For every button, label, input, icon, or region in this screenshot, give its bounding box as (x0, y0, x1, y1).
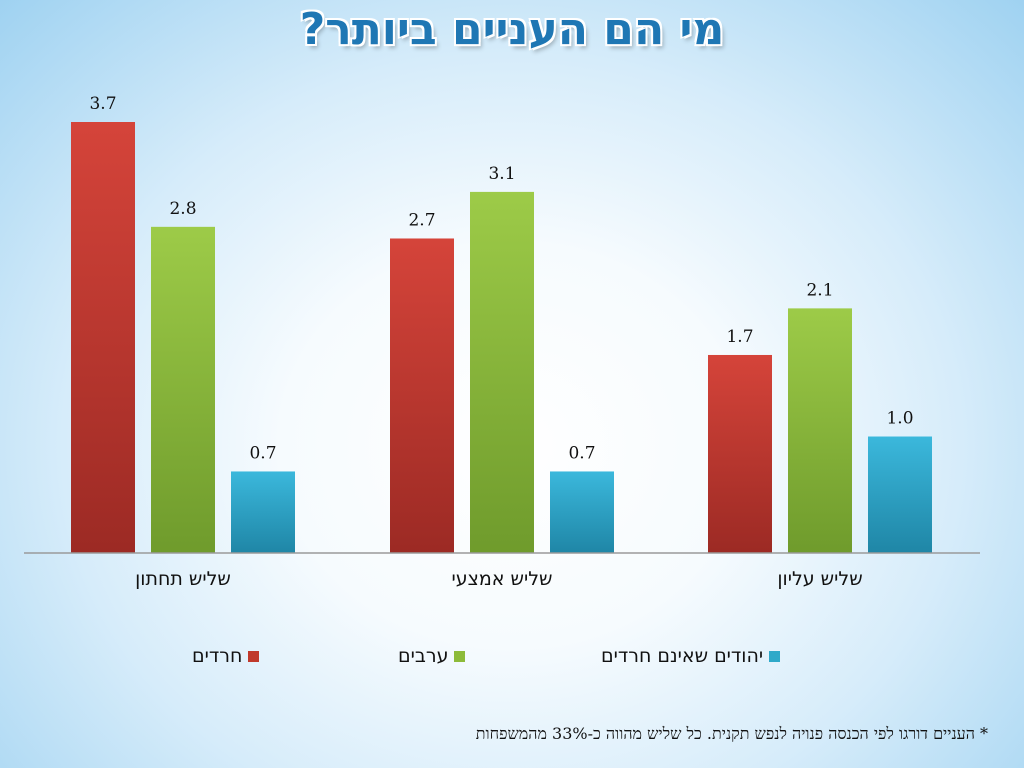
bar-non-haredi-jews-top-third (868, 436, 932, 553)
x-axis-labels: שליש תחתון שליש אמצעי שליש עליון (135, 568, 863, 590)
data-label-arabs-top-third: 2.1 (806, 280, 833, 300)
data-label-non-haredi-jews-middle-third: 0.7 (568, 443, 595, 463)
legend-swatch-green (454, 650, 466, 662)
footnote: * העניים דורגו לפי הכנסה פנויה לנפש תקני… (475, 724, 988, 743)
legend-label-haredim: חרדים (192, 645, 243, 667)
x-tick-label-bottom-third: שליש תחתון (135, 568, 231, 590)
legend-item-arabs: ערבים (398, 645, 466, 667)
legend-swatch-red (248, 650, 260, 662)
bar-haredim-middle-third (390, 238, 454, 553)
legend-item-haredim: חרדים (192, 645, 260, 667)
bar-arabs-middle-third (470, 191, 534, 553)
data-label-arabs-bottom-third: 2.8 (169, 199, 196, 219)
bar-non-haredi-jews-bottom-third (231, 471, 295, 553)
x-tick-label-top-third: שליש עליון (777, 568, 862, 590)
data-label-non-haredi-jews-bottom-third: 0.7 (249, 443, 276, 463)
data-label-haredim-bottom-third: 3.7 (89, 94, 116, 114)
legend-label-non-haredi-jews: יהודים שאינם חרדים (601, 645, 764, 667)
data-label-haredim-top-third: 1.7 (726, 327, 753, 347)
data-label-non-haredi-jews-top-third: 1.0 (886, 409, 913, 429)
bar-non-haredi-jews-middle-third (550, 471, 614, 553)
legend-label-arabs: ערבים (398, 645, 449, 667)
bar-chart: 3.72.80.72.73.10.71.72.11.0 שליש תחתון של… (24, 94, 980, 590)
legend-item-non-haredi-jews: יהודים שאינם חרדים (601, 645, 781, 667)
bars-group: 3.7 2.8 0.7 2.7 3.1 0.7 1.7 2.1 1.0 (71, 94, 932, 554)
data-label-haredim-middle-third: 2.7 (408, 210, 435, 230)
legend-swatch-blue (769, 650, 781, 662)
data-label-arabs-middle-third: 3.1 (488, 164, 515, 184)
x-tick-label-middle-third: שליש אמצעי (451, 568, 552, 590)
legend: חרדים ערבים יהודים שאינם חרדים (0, 645, 1024, 675)
bar-arabs-bottom-third (151, 226, 215, 554)
bar-haredim-bottom-third (71, 122, 135, 553)
chart-title: מי הם העניים ביותר? (299, 4, 725, 55)
bar-arabs-top-third (788, 308, 852, 553)
bar-haredim-top-third (708, 354, 772, 553)
